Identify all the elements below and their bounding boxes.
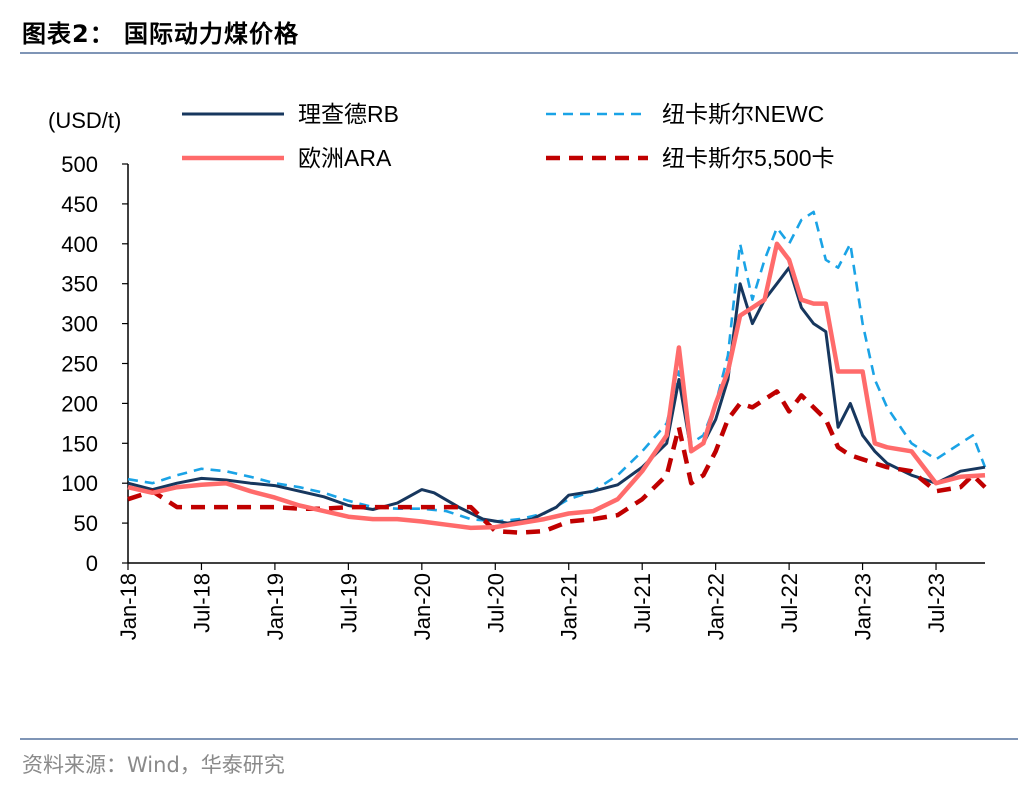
source-note: 资料来源：Wind，华泰研究 xyxy=(22,753,285,777)
y-tick-label: 150 xyxy=(61,431,98,456)
x-tick-label: Jan-19 xyxy=(263,573,288,640)
footer-divider xyxy=(20,738,1018,740)
series-line xyxy=(127,241,986,531)
legend-label: 欧洲ARA xyxy=(298,145,392,171)
y-tick-label: 50 xyxy=(74,511,98,536)
x-tick-label: Jan-22 xyxy=(704,573,729,640)
y-tick-label: 300 xyxy=(61,312,98,337)
y-tick-label: 450 xyxy=(61,192,98,217)
legend-label: 纽卡斯尔5,500卡 xyxy=(662,145,835,171)
x-tick-label: Jan-18 xyxy=(116,573,141,640)
x-tick-label: Jul-19 xyxy=(336,573,361,633)
legend-label: 纽卡斯尔NEWC xyxy=(662,101,824,127)
y-tick-label: 350 xyxy=(61,272,98,297)
figure-header: 图表2： 国际动力煤价格 xyxy=(22,14,1014,48)
x-tick-label: Jul-18 xyxy=(189,573,214,633)
y-tick-label: 100 xyxy=(61,471,98,496)
series-line xyxy=(127,266,986,525)
legend: 理查德RB 纽卡斯尔NEWC 欧洲ARA 纽卡斯尔5,500卡 xyxy=(182,101,835,171)
x-tick-label: Jul-23 xyxy=(924,573,949,633)
legend-label: 理查德RB xyxy=(298,101,399,127)
axes: 0 50 100 150 200 250 300 350 400 450 500 Jan-18 Jul-… xyxy=(61,152,985,640)
y-tick-label: 0 xyxy=(86,551,98,576)
x-tick-label: Jan-20 xyxy=(410,573,435,640)
unit-label: (USD/t) xyxy=(48,108,121,133)
x-tick-label: Jul-20 xyxy=(483,573,508,633)
header-divider xyxy=(20,52,1018,54)
figure-title: 图表2： 国际动力煤价格 xyxy=(22,20,300,48)
x-tick-label: Jan-23 xyxy=(851,573,876,640)
series-line xyxy=(127,210,987,523)
x-tick-label: Jul-21 xyxy=(630,573,655,633)
y-tick-label: 500 xyxy=(61,152,98,177)
y-tick-label: 400 xyxy=(61,232,98,257)
x-tick-label: Jul-22 xyxy=(777,573,802,633)
x-tick-label: Jan-21 xyxy=(557,573,582,640)
series-line xyxy=(127,389,987,535)
y-tick-label: 250 xyxy=(61,352,98,377)
series-lines xyxy=(127,210,987,535)
y-tick-label: 200 xyxy=(61,391,98,416)
